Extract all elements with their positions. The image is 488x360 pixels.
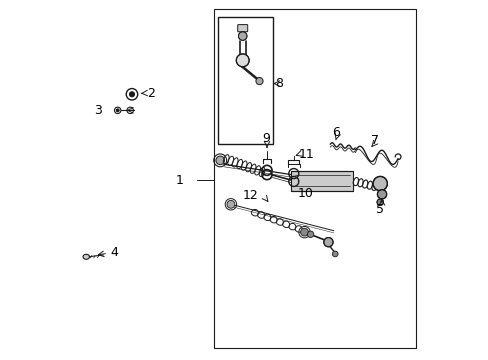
Circle shape	[377, 190, 386, 199]
Circle shape	[216, 156, 224, 165]
Text: 2: 2	[147, 87, 155, 100]
Text: 12: 12	[243, 189, 258, 202]
Circle shape	[376, 199, 383, 205]
Bar	[217, 18, 272, 144]
Circle shape	[236, 54, 248, 67]
Circle shape	[226, 201, 234, 208]
Circle shape	[129, 92, 134, 97]
Text: 10: 10	[297, 187, 313, 200]
Bar	[214, 9, 415, 348]
Ellipse shape	[83, 254, 89, 259]
Text: 4: 4	[110, 246, 118, 259]
Circle shape	[238, 32, 246, 40]
Text: 9: 9	[262, 132, 269, 145]
Bar	[290, 171, 353, 191]
Text: 1: 1	[176, 174, 183, 186]
Circle shape	[372, 176, 386, 191]
Text: 6: 6	[331, 126, 339, 139]
Text: 11: 11	[298, 148, 314, 161]
Text: 3: 3	[94, 104, 102, 117]
Circle shape	[255, 77, 263, 85]
Circle shape	[323, 238, 332, 247]
Circle shape	[116, 109, 119, 112]
Circle shape	[300, 228, 308, 236]
Circle shape	[307, 231, 313, 238]
Text: 7: 7	[370, 134, 379, 147]
FancyBboxPatch shape	[237, 24, 247, 32]
Text: 8: 8	[275, 77, 283, 90]
Text: 5: 5	[375, 203, 383, 216]
Circle shape	[332, 251, 337, 257]
